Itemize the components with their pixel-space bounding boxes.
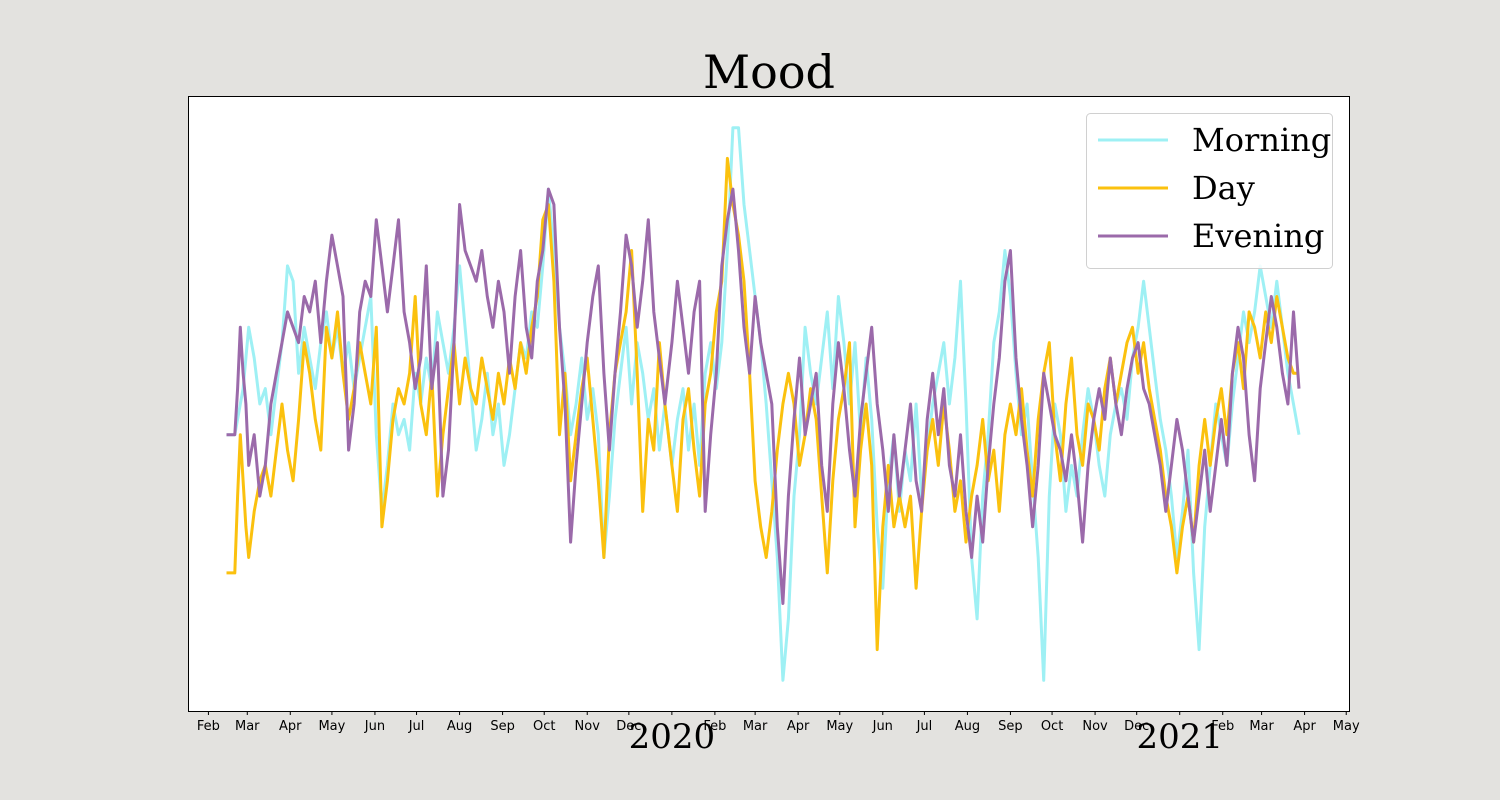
chart-title: Mood <box>703 45 835 99</box>
x-tick-label: May <box>826 719 853 734</box>
series-line-evening <box>226 187 1301 605</box>
x-tick-label: May <box>318 719 345 734</box>
x-tick-label: Nov <box>575 719 601 734</box>
x-tick-label: Dec <box>1124 719 1149 734</box>
series-line-morning <box>226 126 1301 682</box>
x-tick-label: Oct <box>533 719 555 734</box>
x-tick-label: Mar <box>743 719 768 734</box>
x-year-label: 2020 <box>629 717 716 757</box>
x-tick-label: Aug <box>955 719 980 734</box>
x-tick-label: Apr <box>787 719 810 734</box>
x-tick-label: Nov <box>1082 719 1108 734</box>
legend-label-evening: Evening <box>1192 217 1324 255</box>
x-year-label: 2021 <box>1136 717 1223 757</box>
x-tick-label: Sep <box>490 719 515 734</box>
x-tick-label: Jun <box>872 719 893 734</box>
legend-box <box>1086 113 1333 269</box>
x-tick-label: Jul <box>916 719 933 734</box>
legend-label-morning: Morning <box>1192 121 1331 159</box>
x-axis: Feb Mar Apr May Jun Jul Aug Sep Oct Nov Dec Feb Mar A… <box>197 711 1360 757</box>
x-tick-label: Feb <box>197 719 220 734</box>
x-tick-label: Mar <box>1249 719 1274 734</box>
x-tick-label: Jun <box>364 719 385 734</box>
series-layer <box>226 126 1301 682</box>
series-line-day <box>226 156 1299 652</box>
x-tick-label: Jul <box>408 719 425 734</box>
x-tick-label: Aug <box>447 719 472 734</box>
x-tick-label: Apr <box>1293 719 1316 734</box>
legend-label-day: Day <box>1192 169 1255 207</box>
x-tick-label: Oct <box>1041 719 1063 734</box>
x-tick-label: Feb <box>703 719 726 734</box>
x-tick-label: Apr <box>279 719 302 734</box>
x-tick-label: Feb <box>1211 719 1234 734</box>
legend: Morning Day Evening <box>1086 113 1333 269</box>
x-tick-label: Mar <box>235 719 260 734</box>
x-tick-label: Dec <box>616 719 641 734</box>
x-tick-label: May <box>1333 719 1360 734</box>
x-tick-label: Sep <box>998 719 1023 734</box>
